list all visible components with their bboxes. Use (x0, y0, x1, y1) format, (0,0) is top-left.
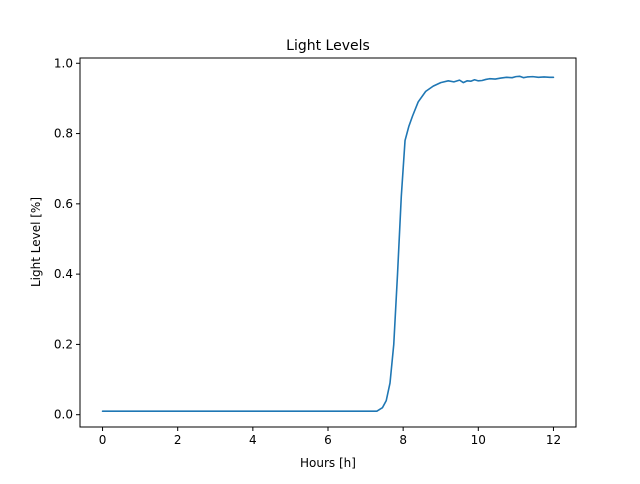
series-line-0 (101, 75, 555, 412)
x-tick-label: 10 (471, 433, 486, 447)
x-tick-label: 2 (174, 433, 182, 447)
y-axis-ticks: 0.0 0.2 0.4 0.6 0.8 1.0 (54, 56, 80, 422)
y-axis-label: Light Level [%] (29, 197, 43, 287)
y-tick-label: 0.0 (54, 408, 73, 422)
x-tick-label: 4 (249, 433, 257, 447)
chart-title: Light Levels (286, 38, 370, 54)
y-tick-label: 0.8 (54, 127, 73, 141)
series-layer (101, 75, 555, 412)
x-axis-ticks: 0 2 4 6 8 10 12 (99, 427, 561, 447)
x-tick-label: 8 (399, 433, 407, 447)
x-tick-label: 12 (546, 433, 561, 447)
y-tick-label: 0.6 (54, 197, 73, 211)
x-tick-label: 0 (99, 433, 107, 447)
y-tick-label: 0.4 (54, 267, 73, 281)
y-tick-label: 1.0 (54, 56, 73, 70)
plot-frame (79, 57, 577, 428)
x-axis-label: Hours [h] (300, 456, 356, 470)
y-tick-label: 0.2 (54, 337, 73, 351)
x-tick-label: 6 (324, 433, 332, 447)
